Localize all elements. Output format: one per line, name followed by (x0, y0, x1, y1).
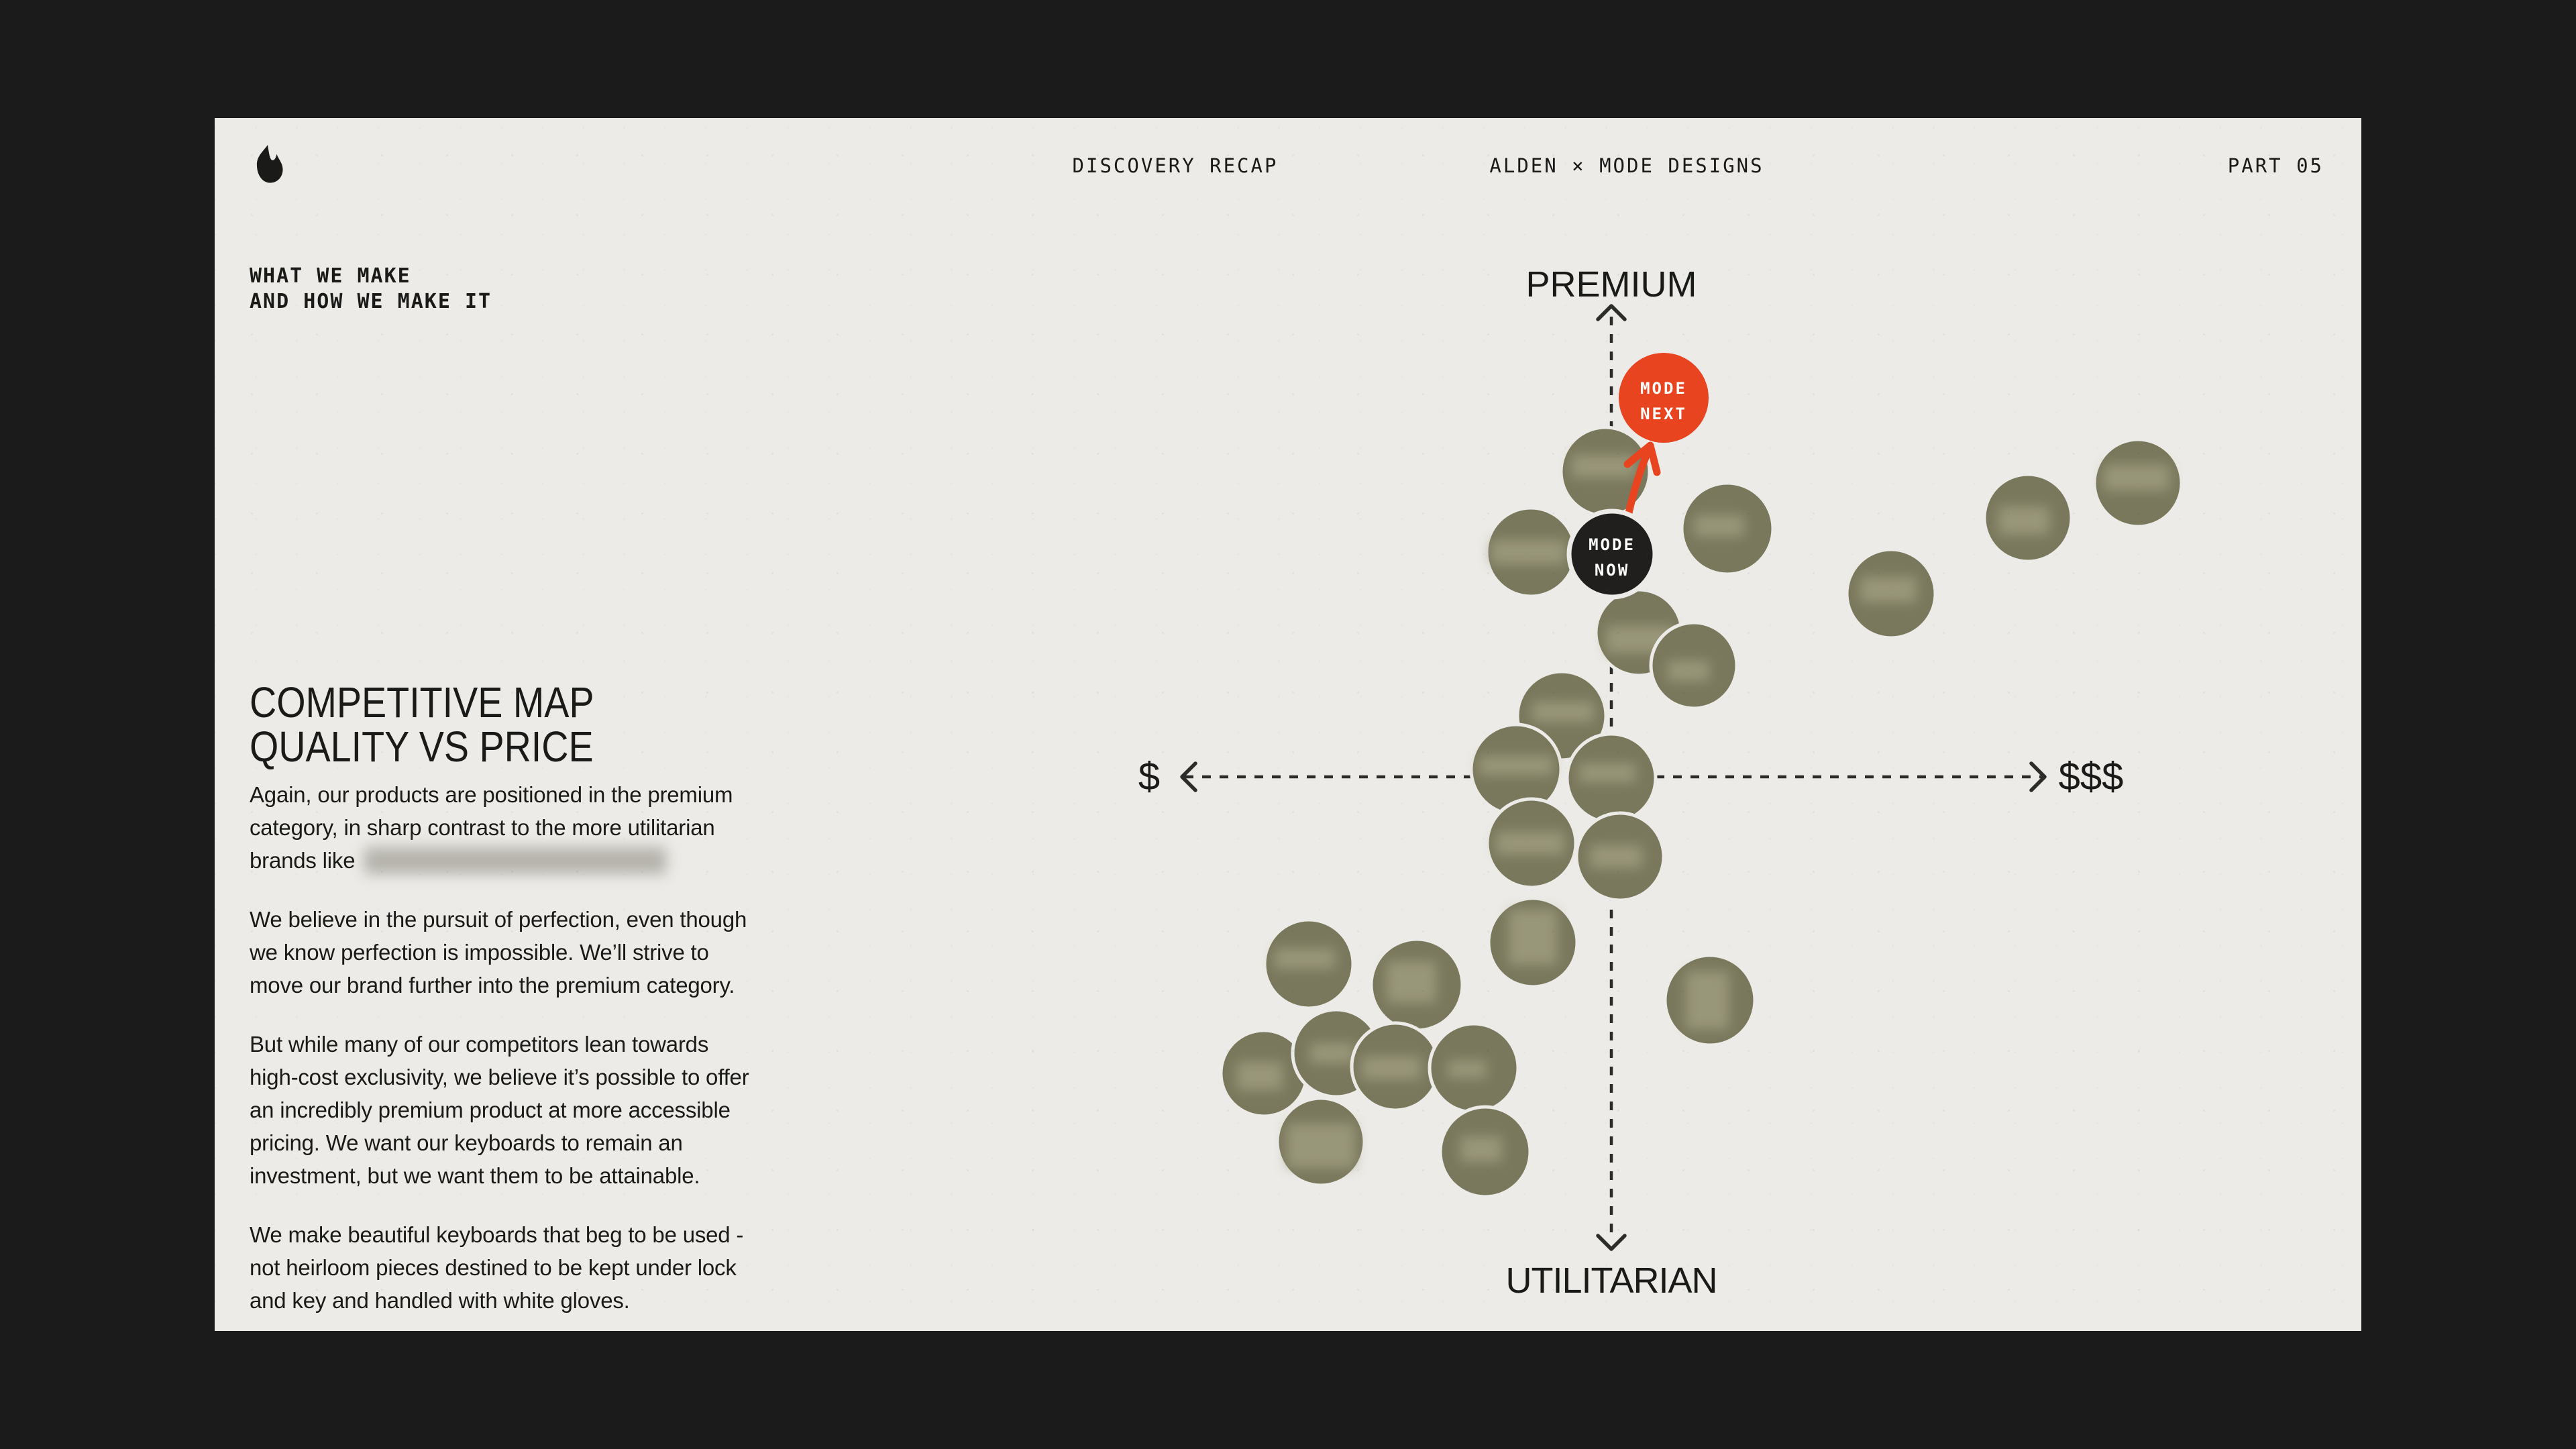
mode-now-circle (1566, 508, 1658, 600)
competitor-bubble (1982, 472, 2074, 564)
competitor-bubble (1485, 797, 1578, 890)
flame-icon (256, 145, 283, 183)
competitor-bubble (2092, 437, 2184, 529)
blurred-competitor-logo (1287, 1124, 1355, 1168)
blurred-competitor-logo (1860, 577, 1917, 602)
competitor-bubble (1469, 722, 1563, 816)
competitor-bubble (1559, 425, 1652, 518)
blurred-competitor-logo (2104, 465, 2169, 490)
competitor-bubble (1275, 1096, 1366, 1187)
axis-arrowhead-left-icon (1180, 761, 1197, 792)
blurred-competitor-logo (1496, 832, 1564, 855)
competitive-map-svg: PREMIUM UTILITARIAN $ $$$ MODE NOW MODE … (1138, 264, 2184, 1301)
competitor-bubble (1487, 896, 1579, 989)
paragraph-accessible-premium: But while many of our competitors lean t… (250, 1032, 749, 1188)
mode-now-bubble: MODE NOW (1566, 508, 1658, 600)
header-label-discovery-recap: DISCOVERY RECAP (1072, 154, 1279, 177)
axis-label-low-price: $ (1138, 755, 1160, 798)
blurred-competitor-logo (1695, 515, 1744, 537)
blurred-competitor-logo (1509, 910, 1557, 965)
blurred-competitor-logo (1310, 1043, 1354, 1063)
competitor-bubble (1263, 918, 1355, 1010)
header-label-client-pair: ALDEN × MODE DESIGNS (1489, 154, 1764, 177)
mode-now-label-line1: MODE (1589, 535, 1635, 554)
blurred-competitor-logo (1998, 506, 2049, 535)
blurred-competitor-logo (1686, 971, 1729, 1029)
blurred-competitor-logo (1460, 1136, 1502, 1162)
paragraph-positioning: Again, our products are positioned in th… (250, 778, 961, 877)
mode-next-label-line1: MODE (1640, 379, 1687, 398)
slide-card: DISCOVERY RECAP ALDEN × MODE DESIGNS PAR… (215, 118, 2361, 1331)
competitor-bubble (1219, 1028, 1309, 1118)
page-title-text: COMPETITIVE MAP QUALITY VS PRICE (250, 678, 594, 771)
blurred-competitor-logo (1275, 949, 1335, 969)
blurred-competitor-logo (1668, 661, 1709, 681)
blurred-competitor-logo (1579, 763, 1635, 782)
trajectory-arrowhead-icon (1623, 441, 1661, 476)
competitor-bubble (1565, 732, 1658, 824)
mode-next-bubble: MODE NEXT (1619, 353, 1709, 443)
competitor-bubble (1680, 481, 1775, 576)
paragraph-positioning-text: Again, our products are positioned in th… (250, 782, 733, 873)
competitor-bubble (1574, 811, 1666, 902)
blurred-competitor-logo (1491, 540, 1566, 564)
mode-next-circle (1619, 353, 1709, 443)
axis-label-utilitarian: UTILITARIAN (1505, 1260, 1717, 1301)
competitor-bubble (1369, 937, 1464, 1032)
competitor-bubble (1663, 953, 1757, 1047)
blurred-competitor-logo (1387, 961, 1436, 1003)
paragraph-keyboards-used: We make beautiful keyboards that beg to … (250, 1222, 744, 1313)
blurred-competitor-logo (1362, 1057, 1421, 1079)
blurred-brand-names (364, 847, 667, 874)
axis-label-premium: PREMIUM (1526, 264, 1697, 305)
competitor-bubble (1485, 506, 1577, 598)
axis-arrowhead-up-icon (1596, 304, 1627, 321)
page-title: COMPETITIVE MAP QUALITY VS PRICE (250, 680, 961, 769)
competitor-bubble (1428, 1022, 1520, 1114)
axis-arrowhead-right-icon (2029, 761, 2047, 792)
section-eyebrow: WHAT WE MAKE AND HOW WE MAKE IT (250, 264, 492, 313)
header-label-part-number: PART 05 (2227, 154, 2324, 177)
blurred-competitor-logo (1590, 845, 1642, 868)
blurred-competitor-logo (1479, 756, 1553, 775)
mode-next-label-line2: NEXT (1640, 405, 1687, 423)
competitor-bubble (1350, 1021, 1441, 1112)
competitor-bubbles-layer (1219, 425, 2184, 1199)
blurred-competitor-logo (1237, 1062, 1283, 1090)
competitor-bubble (1438, 1105, 1532, 1199)
left-text-column: COMPETITIVE MAP QUALITY VS PRICE Again, … (250, 680, 961, 1331)
paragraph-perfection: We believe in the pursuit of perfection,… (250, 907, 747, 998)
competitor-bubble (1649, 621, 1739, 710)
axis-arrowhead-down-icon (1596, 1234, 1627, 1251)
blurred-competitor-logo (1532, 702, 1594, 722)
axis-label-high-price: $$$ (2059, 755, 2124, 798)
mode-now-label-line2: NOW (1595, 561, 1629, 580)
competitor-bubble (1845, 547, 1937, 640)
blurred-competitor-logo (1448, 1061, 1487, 1078)
